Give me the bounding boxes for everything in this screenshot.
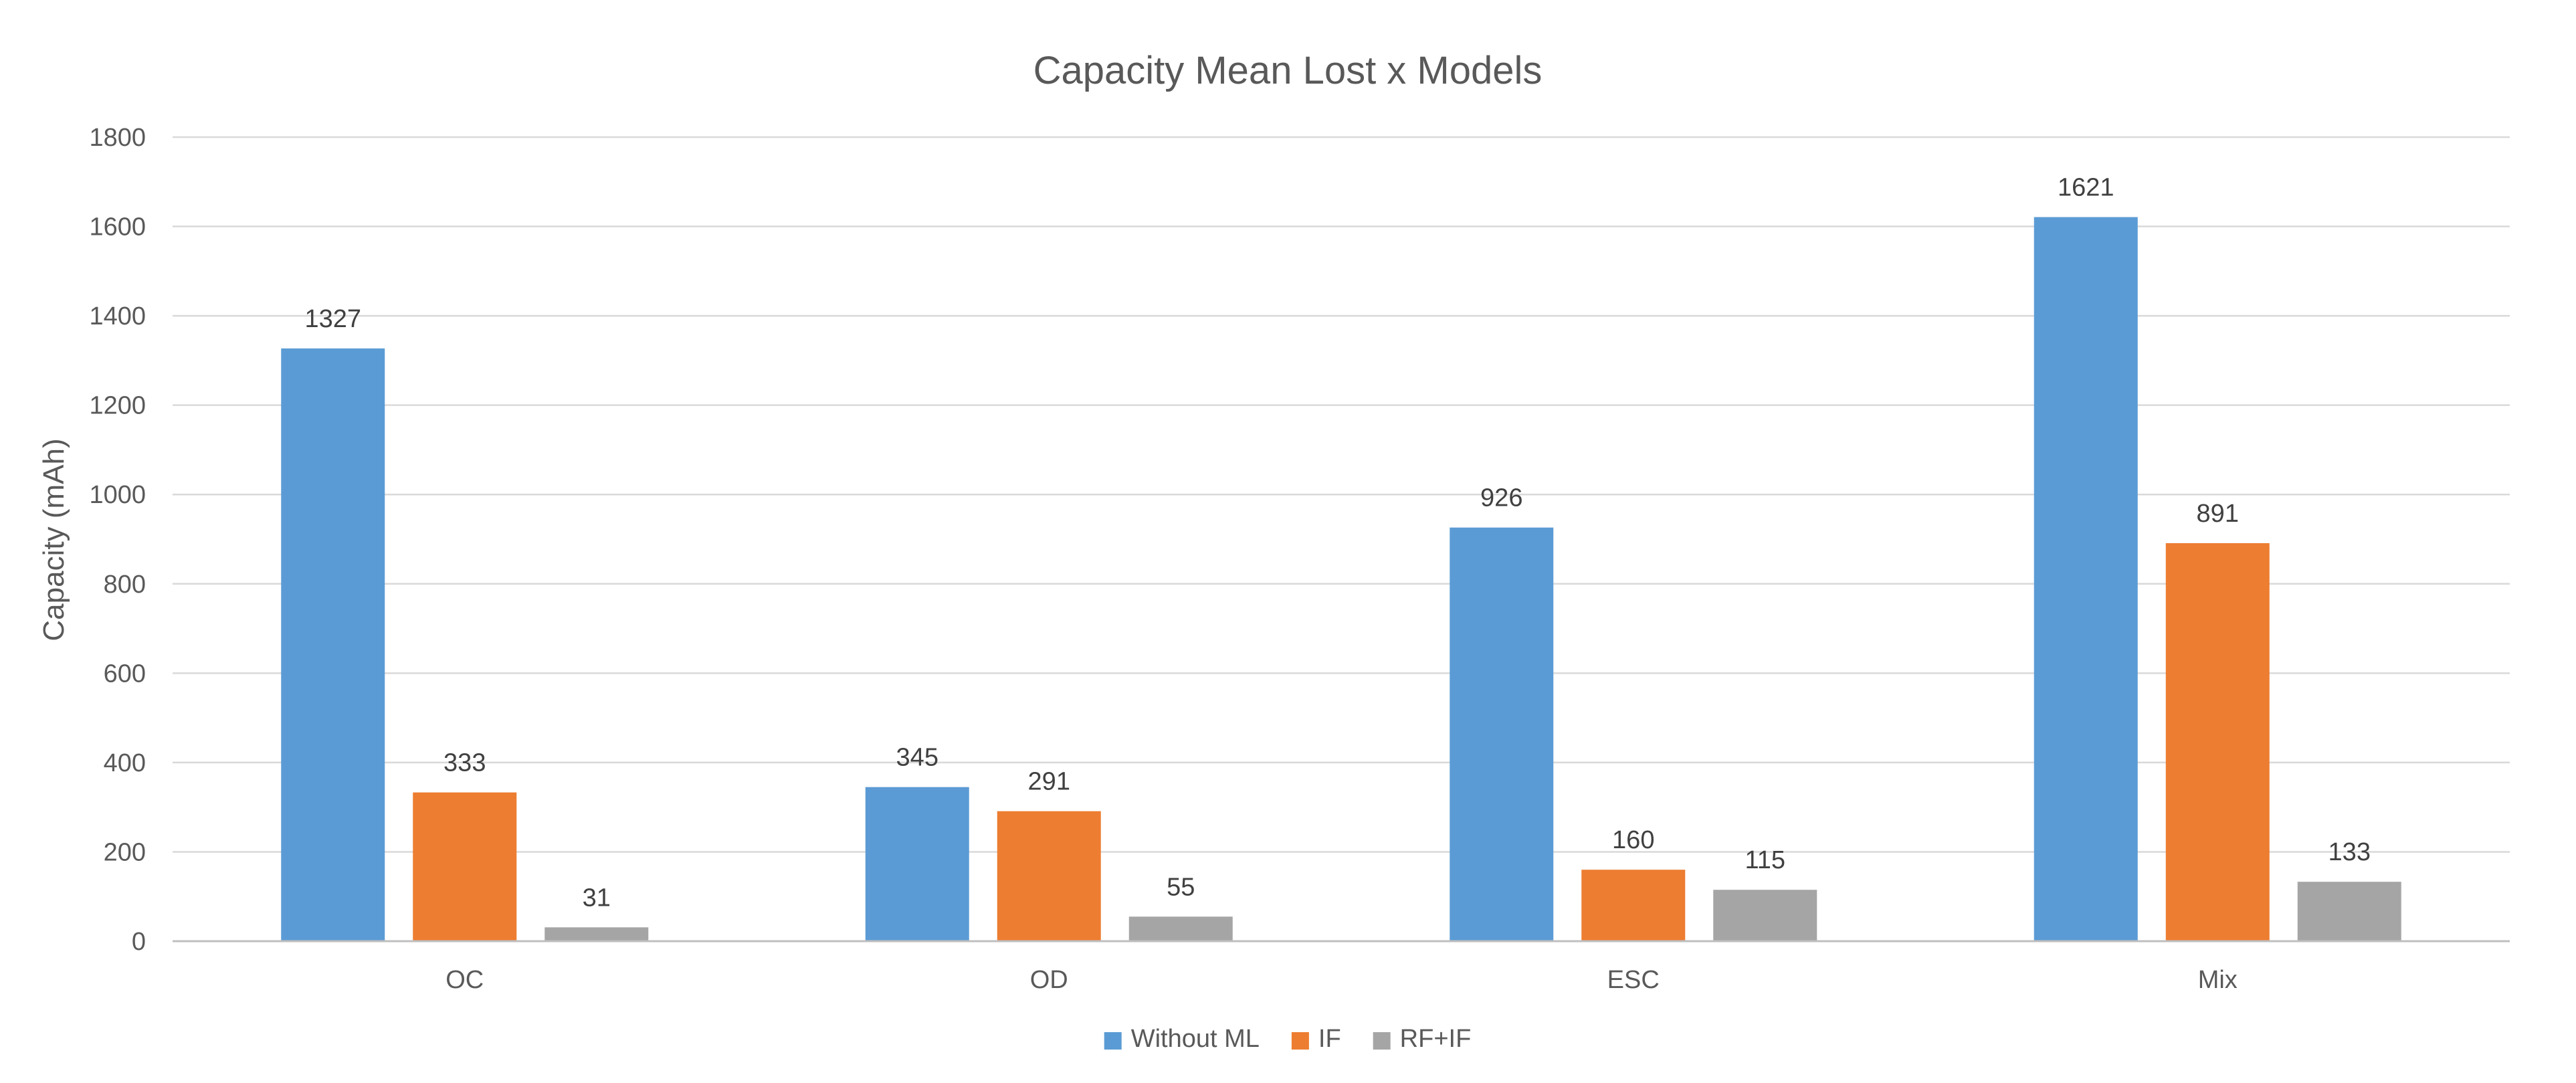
y-tick-label: 400 xyxy=(104,749,146,777)
legend-label: Without ML xyxy=(1131,1025,1260,1053)
legend-swatch xyxy=(1104,1032,1122,1050)
bar-if-mix xyxy=(2165,543,2270,941)
data-label: 1621 xyxy=(2058,174,2114,202)
x-tick-label: OC xyxy=(445,966,484,994)
data-label: 333 xyxy=(443,749,486,777)
data-label: 891 xyxy=(2197,500,2239,528)
x-tick-label: ESC xyxy=(1607,966,1660,994)
legend-swatch xyxy=(1291,1032,1309,1050)
bar-without-ml-esc xyxy=(1450,527,1554,941)
legend-item: RF+IF xyxy=(1373,1025,1472,1053)
data-label: 160 xyxy=(1612,826,1654,854)
y-tick-label: 600 xyxy=(104,660,146,688)
legend-item: IF xyxy=(1291,1025,1341,1053)
bar-rf-if-esc xyxy=(1713,890,1817,941)
y-axis-ticks: 0 200 400 600 800 1000 1200 1400 1600 1800 xyxy=(89,124,146,956)
y-tick-label: 1200 xyxy=(89,392,146,420)
bar-rf-if-od xyxy=(1128,916,1233,941)
y-tick-label: 1400 xyxy=(89,302,146,330)
y-tick-label: 1000 xyxy=(89,481,146,509)
x-axis-ticks: OC OD ESC Mix xyxy=(445,966,2238,994)
bars xyxy=(281,217,2401,941)
bar-if-od xyxy=(997,811,1101,941)
y-axis-label: Capacity (mAh) xyxy=(37,438,70,641)
chart-title: Capacity Mean Lost x Models xyxy=(1033,49,1543,92)
bar-without-ml-oc xyxy=(281,348,385,941)
y-tick-label: 1800 xyxy=(89,124,146,152)
bar-without-ml-od xyxy=(865,787,969,941)
data-label: 345 xyxy=(896,744,938,772)
y-tick-label: 0 xyxy=(132,928,146,956)
data-labels: 1327 333 31 345 291 55 926 160 115 1621 891 133 xyxy=(304,174,2370,912)
data-label: 926 xyxy=(1480,484,1522,512)
data-label: 115 xyxy=(1745,846,1785,874)
legend-item: Without ML xyxy=(1104,1025,1260,1053)
bar-if-oc xyxy=(413,792,517,941)
bar-without-ml-mix xyxy=(2034,217,2138,941)
legend-label: IF xyxy=(1318,1025,1341,1053)
x-tick-label: OD xyxy=(1030,966,1068,994)
y-tick-label: 200 xyxy=(104,838,146,866)
x-tick-label: Mix xyxy=(2198,966,2238,994)
legend-swatch xyxy=(1373,1032,1391,1050)
data-label: 31 xyxy=(583,884,611,912)
y-tick-label: 800 xyxy=(104,571,146,599)
bar-if-esc xyxy=(1581,870,1686,941)
data-label: 133 xyxy=(2329,838,2371,866)
y-tick-label: 1600 xyxy=(89,213,146,241)
data-label: 1327 xyxy=(304,305,361,333)
legend: Without ML IF RF+IF xyxy=(1104,1025,1472,1053)
bar-rf-if-oc xyxy=(544,927,649,941)
legend-label: RF+IF xyxy=(1400,1025,1472,1053)
bar-rf-if-mix xyxy=(2297,882,2401,941)
data-label: 291 xyxy=(1028,768,1070,796)
gridlines xyxy=(173,136,2510,853)
data-label: 55 xyxy=(1167,873,1195,901)
